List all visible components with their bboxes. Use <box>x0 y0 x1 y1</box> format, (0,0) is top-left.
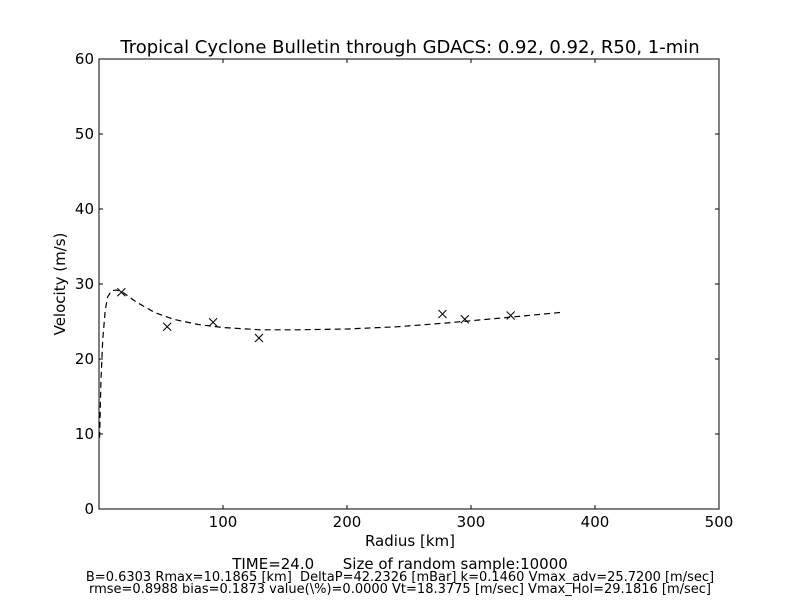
y-axis-label: Velocity (m/s) <box>51 233 69 336</box>
x-tick-label: 300 <box>457 513 486 531</box>
y-tick-label: 30 <box>75 275 94 293</box>
y-tick-label: 20 <box>75 350 94 368</box>
x-tick-label: 400 <box>581 513 610 531</box>
chart-title: Tropical Cyclone Bulletin through GDACS:… <box>119 37 699 58</box>
footer-statistics: rmse=0.8988 bias=0.1873 value(\%)=0.0000… <box>88 582 712 597</box>
observation-point <box>506 311 516 320</box>
y-tick-label: 50 <box>75 125 94 143</box>
x-axis-label: Radius [km] <box>365 532 455 550</box>
observation-point <box>460 314 470 324</box>
fitted-profile-line <box>99 289 561 438</box>
observation-point <box>438 309 447 319</box>
footer-parameters: B=0.6303 Rmax=10.1865 [km] DeltaP=42.232… <box>85 570 715 585</box>
plot-area: 100 200 300 400 500 0 10 20 30 40 50 60 <box>75 50 733 531</box>
plot-frame <box>98 58 720 510</box>
observation-point <box>254 333 264 343</box>
y-tick-label: 0 <box>84 500 94 518</box>
x-tick-label: 200 <box>333 513 362 531</box>
x-axis-ticks: 100 200 300 400 500 <box>209 59 734 531</box>
observation-points <box>116 287 516 343</box>
x-tick-label: 100 <box>209 513 238 531</box>
y-tick-label: 60 <box>75 50 94 68</box>
observation-point <box>208 317 218 327</box>
y-tick-label: 40 <box>75 200 94 218</box>
fitted-profile-curve <box>99 289 561 438</box>
x-tick-label: 500 <box>705 513 734 531</box>
observation-point <box>116 287 126 297</box>
observation-point <box>162 322 172 332</box>
y-axis-ticks: 0 10 20 30 40 50 60 <box>75 50 719 518</box>
footer-time-sample: TIME=24.0 Size of random sample:10000 <box>232 555 568 573</box>
y-tick-label: 10 <box>75 425 94 443</box>
